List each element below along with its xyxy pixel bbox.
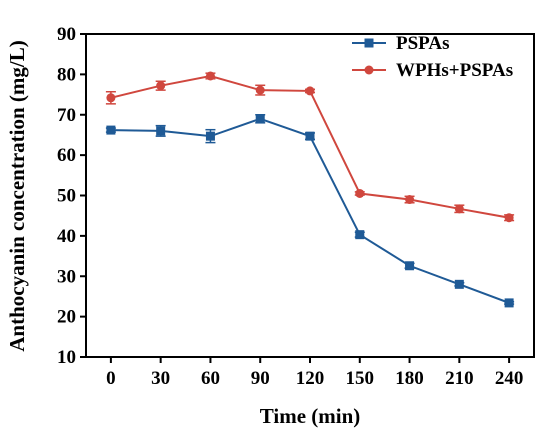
x-tick-label: 120 xyxy=(296,368,325,389)
legend-label: WPHs+PSPAs xyxy=(396,60,513,81)
y-tick-label: 80 xyxy=(57,64,76,85)
y-tick-label: 70 xyxy=(57,105,76,126)
series-layer xyxy=(105,71,515,308)
y-axis-title: Anthocyanin concentration (mg/L) xyxy=(5,40,29,352)
series-2 xyxy=(105,71,515,223)
data-point xyxy=(106,125,116,135)
y-tick-label: 60 xyxy=(57,145,76,166)
x-tick-label: 30 xyxy=(151,368,170,389)
data-point xyxy=(454,204,464,214)
series-1 xyxy=(105,114,515,308)
x-tick-label: 60 xyxy=(201,368,220,389)
data-point xyxy=(305,131,315,141)
y-ticks: 10 20 30 40 50 60 70 80 90 xyxy=(57,24,86,368)
data-point xyxy=(205,71,215,81)
data-point xyxy=(156,81,166,91)
data-point xyxy=(106,93,116,103)
legend-item: WPHs+PSPAs xyxy=(352,60,513,81)
y-tick-label: 30 xyxy=(57,266,76,287)
x-axis-title: Time (min) xyxy=(260,404,361,428)
series-line xyxy=(110,117,510,304)
data-point xyxy=(405,195,415,205)
x-tick-label: 180 xyxy=(395,368,424,389)
series-line xyxy=(110,74,510,219)
data-point xyxy=(504,298,514,308)
x-tick-label: 240 xyxy=(495,368,524,389)
x-tick-label: 90 xyxy=(251,368,270,389)
y-tick-label: 10 xyxy=(57,347,76,368)
data-point xyxy=(255,114,265,124)
x-ticks: 0 30 60 90 120 150 180 210 240 xyxy=(106,357,523,389)
y-tick-label: 90 xyxy=(57,24,76,45)
data-point xyxy=(355,230,365,240)
legend: PSPAs WPHs+PSPAs xyxy=(352,33,513,81)
y-tick-label: 20 xyxy=(57,307,76,328)
y-tick-label: 40 xyxy=(57,226,76,247)
x-tick-label: 150 xyxy=(346,368,375,389)
data-point xyxy=(156,126,166,136)
data-point xyxy=(504,213,514,223)
data-point xyxy=(405,261,415,271)
legend-marker xyxy=(364,65,374,75)
data-point xyxy=(205,131,215,141)
legend-item: PSPAs xyxy=(352,33,449,54)
data-point xyxy=(255,85,265,95)
legend-marker xyxy=(364,38,374,48)
x-tick-label: 0 xyxy=(106,368,116,389)
data-point xyxy=(454,279,464,289)
axes xyxy=(85,33,535,358)
plot-frame xyxy=(85,33,535,358)
data-point xyxy=(355,188,365,198)
y-tick-label: 50 xyxy=(57,186,76,207)
x-tick-label: 210 xyxy=(445,368,474,389)
data-point xyxy=(305,86,315,96)
legend-label: PSPAs xyxy=(396,33,449,54)
